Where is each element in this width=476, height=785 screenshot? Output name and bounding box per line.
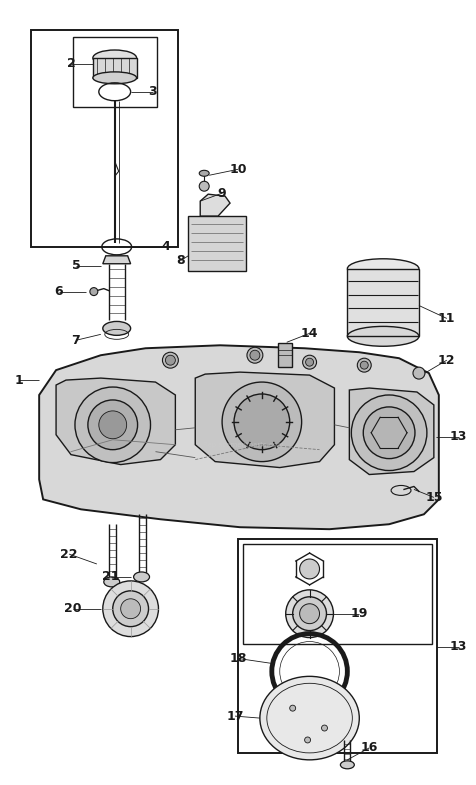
Circle shape bbox=[321, 725, 327, 731]
Polygon shape bbox=[200, 194, 229, 216]
Circle shape bbox=[162, 352, 178, 368]
Circle shape bbox=[289, 705, 295, 711]
Text: 4: 4 bbox=[161, 240, 169, 254]
Circle shape bbox=[234, 394, 289, 450]
Circle shape bbox=[75, 387, 150, 462]
Text: 16: 16 bbox=[360, 741, 377, 754]
Text: 1: 1 bbox=[15, 374, 24, 386]
Text: 2: 2 bbox=[67, 57, 75, 71]
Ellipse shape bbox=[347, 327, 418, 346]
Circle shape bbox=[359, 361, 367, 369]
Polygon shape bbox=[348, 388, 433, 474]
Polygon shape bbox=[195, 372, 334, 468]
Text: 11: 11 bbox=[437, 312, 455, 325]
Ellipse shape bbox=[93, 50, 136, 66]
Ellipse shape bbox=[103, 321, 130, 335]
Circle shape bbox=[304, 737, 310, 743]
Text: 6: 6 bbox=[55, 285, 63, 298]
Circle shape bbox=[199, 181, 209, 192]
Circle shape bbox=[120, 599, 140, 619]
Text: 8: 8 bbox=[176, 254, 184, 267]
Text: 9: 9 bbox=[218, 187, 226, 199]
Circle shape bbox=[292, 597, 326, 630]
Circle shape bbox=[165, 356, 175, 365]
Circle shape bbox=[305, 358, 313, 366]
Text: 10: 10 bbox=[229, 162, 246, 176]
Circle shape bbox=[88, 400, 137, 450]
Text: 14: 14 bbox=[300, 327, 317, 340]
Circle shape bbox=[89, 287, 98, 296]
Ellipse shape bbox=[347, 259, 418, 279]
Polygon shape bbox=[39, 345, 438, 529]
Circle shape bbox=[103, 581, 158, 637]
Circle shape bbox=[357, 358, 370, 372]
Circle shape bbox=[249, 350, 259, 360]
Circle shape bbox=[222, 382, 301, 462]
Circle shape bbox=[299, 604, 319, 623]
Circle shape bbox=[302, 356, 316, 369]
Ellipse shape bbox=[340, 761, 354, 769]
Ellipse shape bbox=[104, 577, 119, 587]
Polygon shape bbox=[56, 378, 175, 465]
Text: 19: 19 bbox=[350, 608, 367, 620]
Ellipse shape bbox=[93, 72, 136, 84]
Text: 13: 13 bbox=[449, 430, 466, 444]
Text: 13: 13 bbox=[449, 640, 466, 653]
Circle shape bbox=[412, 367, 424, 379]
Ellipse shape bbox=[199, 170, 209, 177]
Circle shape bbox=[247, 347, 262, 363]
Circle shape bbox=[99, 411, 127, 439]
Text: 22: 22 bbox=[60, 548, 78, 560]
Ellipse shape bbox=[259, 677, 358, 760]
Circle shape bbox=[112, 591, 148, 626]
Polygon shape bbox=[103, 256, 130, 264]
Text: 3: 3 bbox=[148, 86, 157, 98]
Text: 7: 7 bbox=[71, 334, 80, 347]
Bar bbox=[73, 37, 157, 107]
Text: 15: 15 bbox=[424, 491, 442, 504]
Text: 17: 17 bbox=[226, 710, 243, 723]
Bar bbox=[242, 544, 431, 644]
Bar bbox=[188, 216, 246, 271]
Circle shape bbox=[363, 407, 414, 458]
Text: ©Replacementparts.com: ©Replacementparts.com bbox=[196, 441, 283, 448]
Text: 21: 21 bbox=[102, 571, 119, 583]
Bar bbox=[31, 30, 178, 246]
Text: 5: 5 bbox=[71, 259, 80, 272]
Ellipse shape bbox=[133, 572, 149, 582]
Circle shape bbox=[285, 590, 333, 637]
Text: 20: 20 bbox=[64, 602, 81, 615]
Bar bbox=[347, 268, 418, 336]
Circle shape bbox=[299, 559, 319, 579]
Bar bbox=[277, 343, 291, 367]
Circle shape bbox=[351, 395, 426, 470]
Text: 18: 18 bbox=[229, 652, 246, 665]
Bar bbox=[93, 58, 136, 78]
Bar bbox=[238, 539, 436, 753]
Text: 12: 12 bbox=[437, 354, 455, 367]
